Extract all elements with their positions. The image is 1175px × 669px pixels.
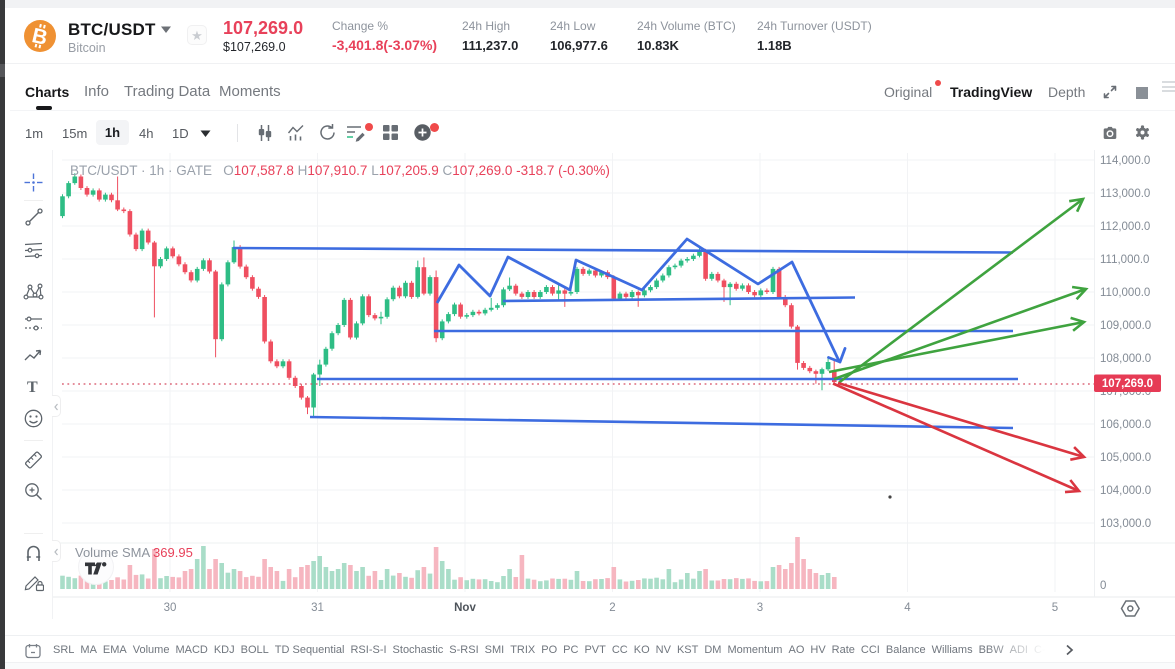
svg-text:2: 2	[609, 602, 615, 614]
svg-text:106,000.0: 106,000.0	[1100, 419, 1151, 431]
svg-text:4: 4	[904, 602, 911, 614]
svg-text:112,000.0: 112,000.0	[1100, 221, 1150, 233]
svg-text:113,000.0: 113,000.0	[1100, 188, 1150, 200]
svg-text:3: 3	[757, 602, 763, 614]
svg-text:5: 5	[1052, 602, 1058, 614]
svg-text:107,269.0: 107,269.0	[1102, 378, 1153, 390]
svg-text:109,000.0: 109,000.0	[1100, 320, 1151, 332]
svg-text:Nov: Nov	[454, 602, 476, 614]
svg-text:111,000.0: 111,000.0	[1100, 254, 1149, 266]
svg-text:B: B	[30, 24, 50, 50]
svg-text:103,000.0: 103,000.0	[1100, 518, 1151, 530]
svg-text:30: 30	[164, 602, 177, 614]
svg-text:108,000.0: 108,000.0	[1100, 353, 1151, 365]
svg-text:110,000.0: 110,000.0	[1100, 287, 1150, 299]
svg-text:0: 0	[1100, 580, 1106, 592]
svg-text:31: 31	[311, 602, 324, 614]
svg-text:104,000.0: 104,000.0	[1100, 485, 1151, 497]
svg-text:114,000.0: 114,000.0	[1100, 155, 1150, 167]
svg-text:105,000.0: 105,000.0	[1100, 452, 1151, 464]
